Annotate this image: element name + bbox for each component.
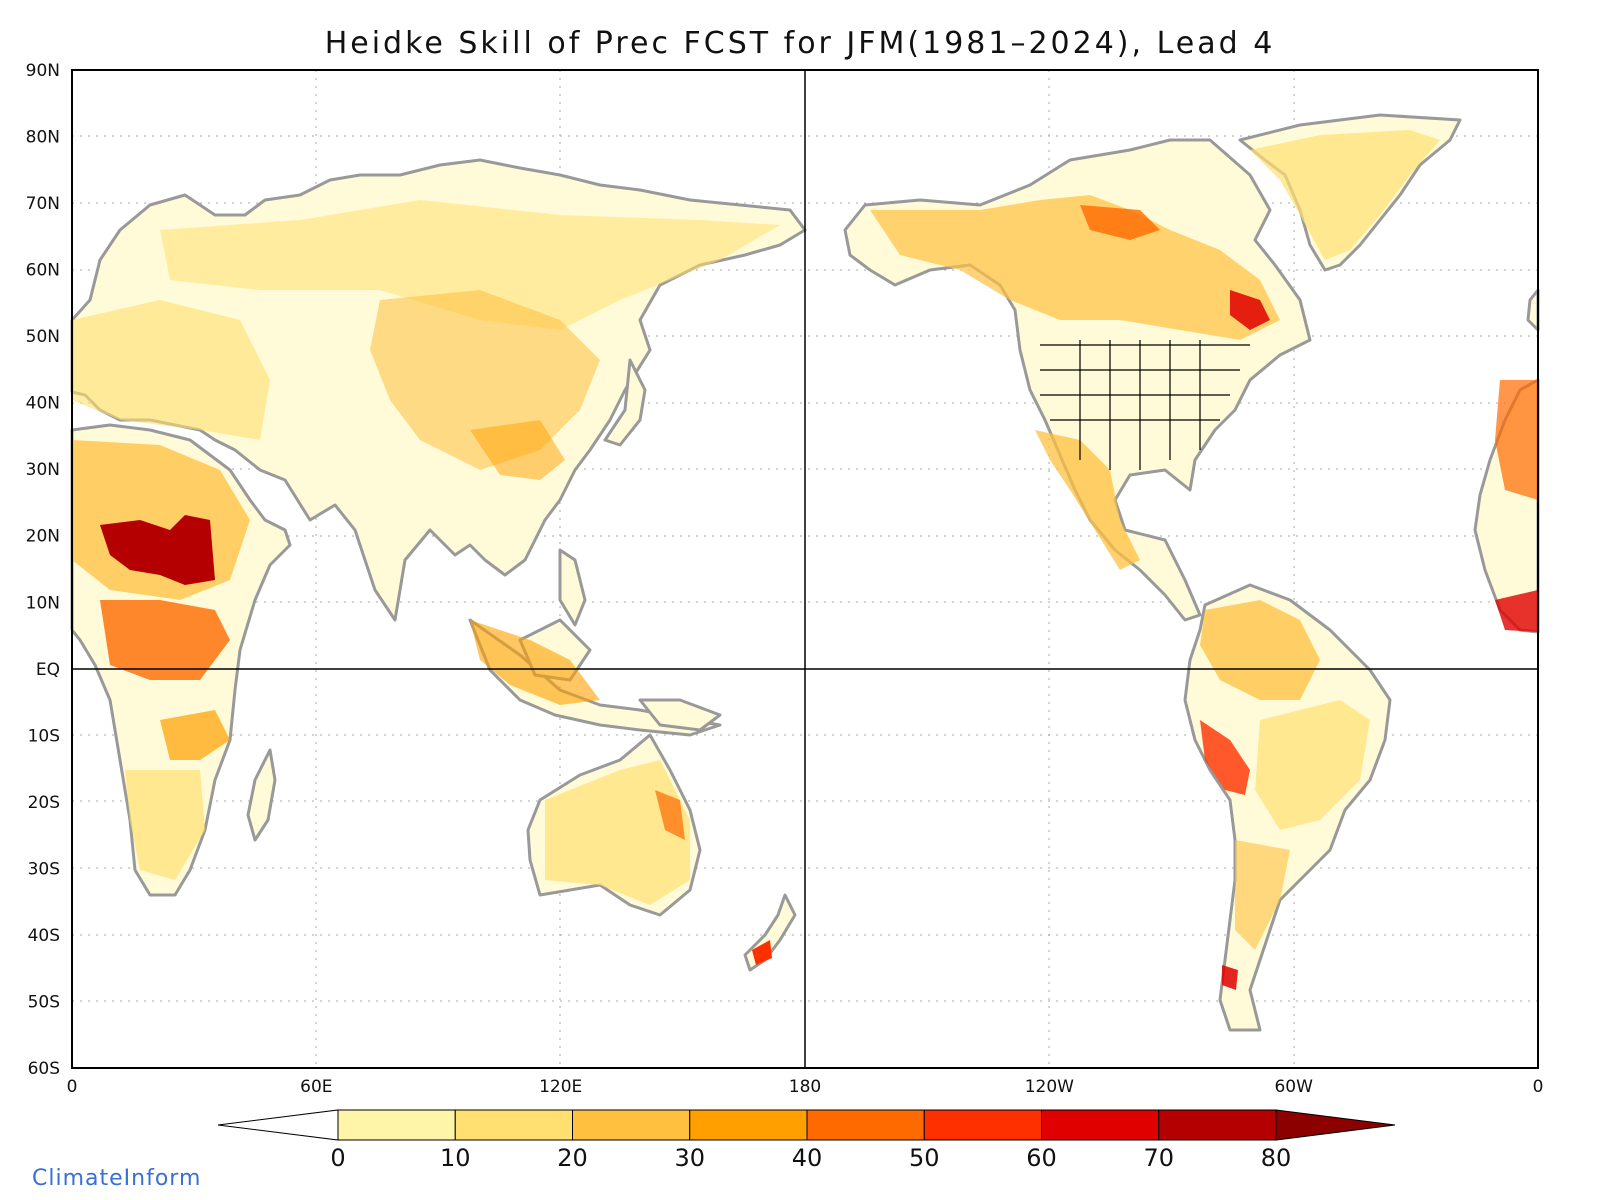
colorbar-swatch [807,1110,924,1140]
colorbar-swatch [924,1110,1041,1140]
colorbar-tick-label: 0 [330,1144,345,1172]
colorbar-tick-label: 80 [1261,1144,1292,1172]
latitude-tick-label: 30N [26,460,60,480]
latitude-tick-label: EQ [36,660,60,680]
latitude-tick-label: 30S [28,859,60,879]
latitude-tick-label: 40S [28,926,60,946]
latitude-tick-label: 10N [26,593,60,613]
longitude-tick-label: 120W [1025,1077,1074,1097]
credit-text: ClimateInform [32,1166,201,1191]
latitude-tick-label: 60N [26,261,60,281]
latitude-tick-label: 50N [26,327,60,347]
longitude-tick-label: 0 [67,1077,78,1097]
longitude-tick-label: 60W [1274,1077,1313,1097]
colorbar-swatch [1042,1110,1159,1140]
latitude-tick-label: 80N [26,128,60,148]
latitude-tick-label: 50S [28,992,60,1012]
latitude-tick-label: 90N [26,61,60,81]
latitude-tick-label: 60S [28,1059,60,1079]
colorbar-tick-label: 10 [440,1144,471,1172]
longitude-tick-label: 180 [789,1077,821,1097]
colorbar-tick-label: 30 [674,1144,705,1172]
longitude-tick-label: 60E [300,1077,332,1097]
latitude-axis: 90N 80N 70N 60N 50N 40N 30N 20N 10N EQ 10S 20S 30S 40… [26,61,60,1079]
longitude-tick-label: 0 [1533,1077,1544,1097]
colorbar-swatch [338,1110,455,1140]
colorbar-swatch [455,1110,572,1140]
latitude-tick-label: 10S [28,726,60,746]
latitude-tick-label: 70N [26,194,60,214]
latitude-tick-label: 20S [28,793,60,813]
colorbar-tick-label: 40 [792,1144,823,1172]
longitude-tick-label: 120E [539,1077,582,1097]
colorbar-tick-label: 20 [557,1144,588,1172]
colorbar-under-triangle [218,1110,338,1140]
latitude-tick-label: 20N [26,527,60,547]
colorbar: 0 10 20 30 40 50 60 70 80 [218,1110,1395,1172]
colorbar-tick-label: 70 [1143,1144,1174,1172]
colorbar-tick-label: 50 [909,1144,940,1172]
colorbar-swatch [690,1110,807,1140]
colorbar-swatch [1159,1110,1276,1140]
colorbar-over-triangle [1276,1110,1395,1140]
latitude-tick-label: 40N [26,394,60,414]
colorbar-tick-label: 60 [1026,1144,1057,1172]
longitude-axis: 0 60E 120E 180 120W 60W 0 [67,1077,1544,1097]
colorbar-swatch [573,1110,690,1140]
